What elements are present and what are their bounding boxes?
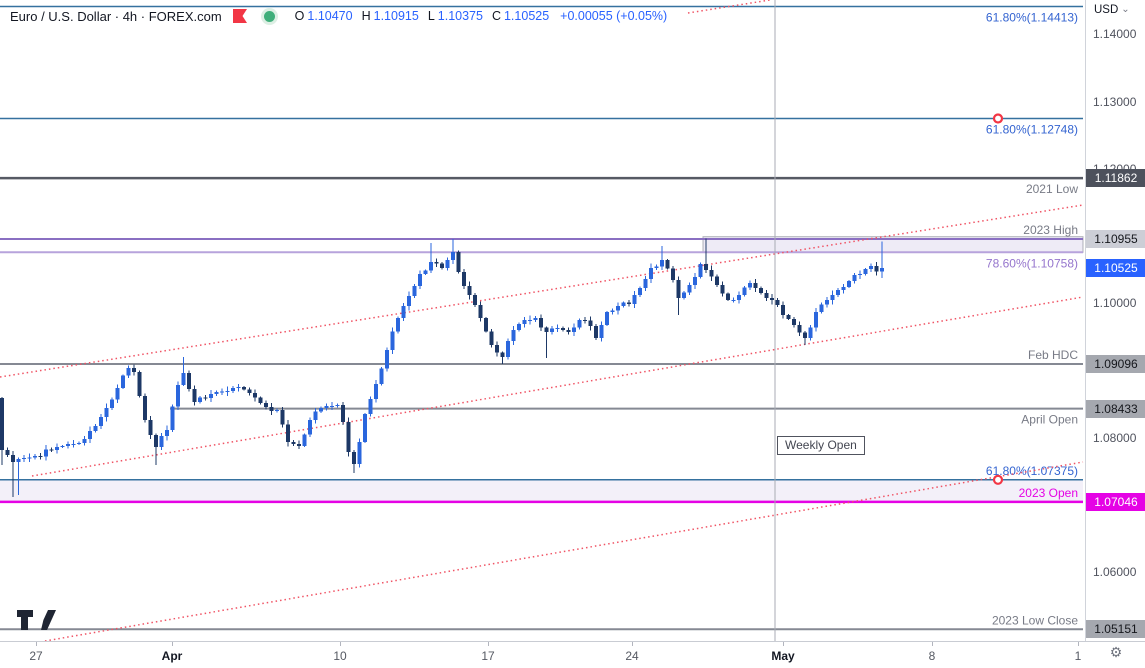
close-value: 1.10525 (503, 9, 550, 23)
time-tick-mark (632, 642, 633, 646)
high-value: 1.10915 (373, 9, 419, 23)
tradingview-logo-svg (17, 610, 56, 630)
price-tick-1.06000: 1.06000 (1093, 565, 1137, 580)
support-zone-band[interactable] (0, 479, 1083, 502)
price-tick-1.08000: 1.08000 (1093, 430, 1137, 445)
ascending-trendline-2[interactable] (0, 204, 1084, 378)
time-tick-10: 10 (333, 649, 347, 663)
open-label: O (294, 9, 305, 23)
symbol-title[interactable]: Euro / U.S. Dollar · 4h · FOREX.com (10, 8, 222, 24)
time-tick-Apr: Apr (161, 649, 183, 663)
ohlc-readout: O 1.10470 H 1.10915 L 1.10375 C 1.10525 +0.0… (289, 9, 668, 23)
level-label-fib-61-mid: 61.80%(1.12748) (986, 123, 1078, 137)
close-label: C (491, 9, 501, 23)
time-tick-8: 8 (928, 649, 936, 663)
price-tick-1.10000: 1.10000 (1093, 296, 1137, 311)
ascending-trendline-4[interactable] (44, 461, 1084, 642)
candles-layer (0, 238, 884, 497)
currency-toggle[interactable]: USD ⌄ (1094, 4, 1130, 16)
level-label-fib-786: 78.60%(1.10758) (986, 256, 1078, 270)
time-tick-mark (1078, 642, 1079, 646)
price-badge-feb-hdc: 1.09096 (1086, 355, 1145, 373)
price-badge-high-2023: 1.10955 (1086, 230, 1145, 248)
flag-icon[interactable] (232, 8, 248, 24)
chevron-down-icon: ⌄ (1121, 4, 1130, 15)
time-tick-mark (932, 642, 933, 646)
time-tick-May: May (771, 649, 795, 663)
time-tick-mark (172, 642, 173, 646)
tradingview-logo[interactable] (16, 609, 62, 631)
time-tick-mark (783, 642, 784, 646)
level-label-fib-61-low: 61.80%(1.07375) (986, 464, 1078, 478)
change-value: +0.00055 (+0.05%) (560, 9, 668, 23)
time-tick-1: 1 (1074, 649, 1082, 663)
current-price-badge: 1.10525 (1086, 259, 1145, 277)
settings-gear-icon[interactable]: ⚙ (1109, 644, 1123, 660)
time-tick-mark (488, 642, 489, 646)
level-label-high-2023: 2023 High (1023, 223, 1078, 237)
open-value: 1.10470 (307, 9, 353, 23)
time-tick-27: 27 (29, 649, 43, 663)
level-label-april-open: April Open (1021, 413, 1078, 427)
price-axis[interactable]: USD ⌄ 1.140001.130001.120001.100001.0800… (1085, 0, 1145, 641)
currency-label: USD (1094, 4, 1119, 16)
level-label-feb-hdc: Feb HDC (1028, 348, 1078, 362)
level-label-low-close-2023: 2023 Low Close (992, 613, 1078, 627)
level-label-low-2021: 2021 Low (1026, 182, 1078, 196)
market-status-icon[interactable] (263, 10, 275, 22)
time-tick-17: 17 (481, 649, 495, 663)
time-axis[interactable]: 27 Apr 10 17 24 May 8 1 (0, 641, 1145, 668)
symbol-legend: Euro / U.S. Dollar · 4h · FOREX.com O 1.1… (10, 6, 667, 26)
price-tick-1.13000: 1.13000 (1093, 94, 1137, 109)
high-label: H (361, 9, 371, 23)
fib-endpoint-marker-fib-61-mid[interactable] (992, 113, 1004, 124)
price-badge-low-close-2023: 1.05151 (1086, 620, 1145, 639)
low-value: 1.10375 (437, 9, 483, 23)
price-tick-1.14000: 1.14000 (1093, 27, 1137, 42)
ascending-trendline-1[interactable] (687, 0, 771, 14)
time-tick-24: 24 (625, 649, 639, 663)
time-tick-mark (340, 642, 341, 646)
price-badge-low-2021: 1.11862 (1086, 169, 1145, 188)
level-label-open-2023: 2023 Open (1019, 486, 1078, 500)
weekly-open-label[interactable]: Weekly Open (777, 436, 865, 455)
time-tick-mark (36, 642, 37, 646)
low-label: L (427, 9, 435, 23)
level-label-fib-61-high: 61.80%(1.14413) (986, 11, 1078, 25)
fib-endpoint-marker-fib-61-low[interactable] (992, 474, 1004, 485)
flag-icon-svg (232, 9, 247, 23)
price-badge-april-open: 1.08433 (1086, 399, 1145, 418)
price-badge-open-2023: 1.07046 (1086, 492, 1145, 511)
